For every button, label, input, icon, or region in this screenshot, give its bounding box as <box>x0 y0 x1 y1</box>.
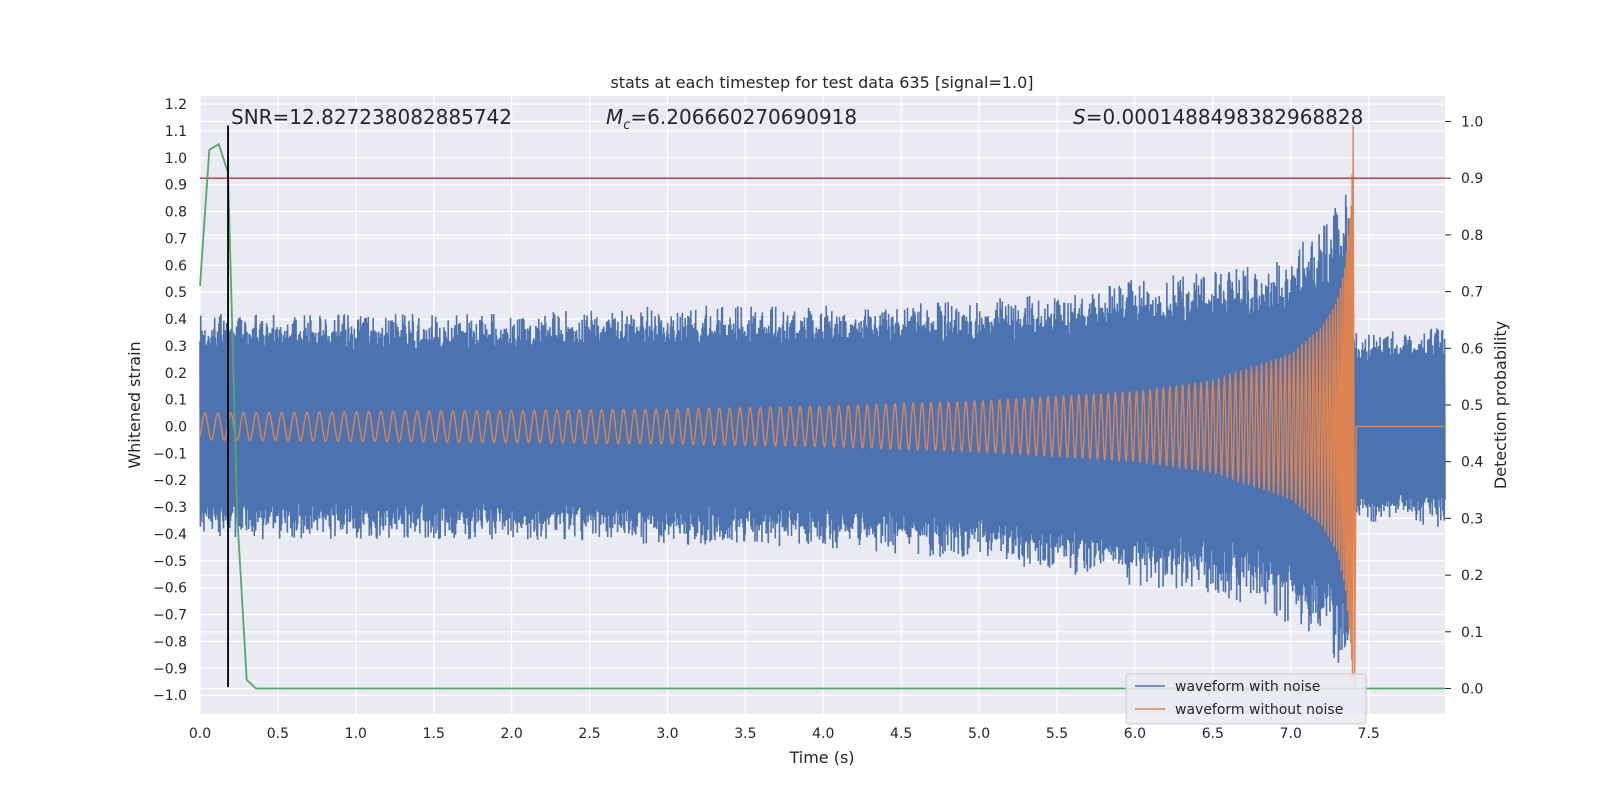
y-tick-label: 0.9 <box>165 178 187 194</box>
x-tick-label: 3.5 <box>734 726 756 742</box>
detection-probability-line <box>199 142 1445 690</box>
y2-tick-label: 0.9 <box>1461 171 1483 187</box>
y-tick-label: −0.5 <box>153 554 187 570</box>
y-tick-label: −0.6 <box>153 581 187 597</box>
y-tick-label: −1.0 <box>153 688 187 704</box>
axis-ticks: 0.0 0.5 1.0 1.5 2.0 2.5 3.0 3.5 4.0 4.5 5.0 5.5 6.0 6… <box>153 97 1483 742</box>
x-tick-label: 0.5 <box>267 726 289 742</box>
y2-tick-label: 0.3 <box>1461 511 1483 527</box>
y-tick-label: −0.9 <box>153 661 187 677</box>
y2-tick-label: 0.6 <box>1461 341 1483 357</box>
chirp-mass-subscript: c <box>623 118 630 133</box>
x-tick-label: 7.0 <box>1280 726 1302 742</box>
y-tick-label: 0.3 <box>165 339 187 355</box>
legend-label-clean: waveform without noise <box>1175 702 1343 718</box>
y-tick-label: −0.1 <box>153 446 187 462</box>
y2-tick-label: 1.0 <box>1461 115 1483 131</box>
y2-tick-label: 0.0 <box>1461 681 1483 697</box>
y-axis-label: Whitened strain <box>125 341 144 468</box>
x-tick-label: 1.5 <box>423 726 445 742</box>
x-tick-label: 1.0 <box>345 726 367 742</box>
waveform-without-noise-line <box>199 125 1445 690</box>
y-tick-label: −0.2 <box>153 473 187 489</box>
y2-tick-label: 0.4 <box>1461 455 1483 471</box>
x-tick-label: 4.0 <box>812 726 834 742</box>
x-tick-label: 2.0 <box>501 726 523 742</box>
snr-annotation: SNR=12.827238082885742 <box>231 105 512 129</box>
x-tick-label: 4.5 <box>890 726 912 742</box>
legend-label-noise: waveform with noise <box>1175 679 1320 695</box>
y-tick-label: 1.0 <box>165 151 187 167</box>
x-tick-label: 5.0 <box>968 726 990 742</box>
x-axis-label: Time (s) <box>788 748 854 767</box>
s-symbol: S <box>1073 105 1086 129</box>
x-tick-label: 0.0 <box>189 726 211 742</box>
y-tick-label: −0.4 <box>153 527 187 543</box>
x-tick-label: 2.5 <box>578 726 600 742</box>
y2-axis-label: Detection probability <box>1491 321 1510 489</box>
y-tick-label: −0.7 <box>153 608 187 624</box>
legend-box <box>1125 673 1367 725</box>
y-tick-label: 1.1 <box>165 124 187 140</box>
x-tick-label: 5.5 <box>1046 726 1068 742</box>
y-tick-label: 0.5 <box>165 285 187 301</box>
y-tick-label: 0.0 <box>165 419 187 435</box>
x-tick-label: 3.0 <box>656 726 678 742</box>
y2-tick-label: 0.1 <box>1461 625 1483 641</box>
y-tick-label: −0.3 <box>153 500 187 516</box>
y-tick-label: 0.8 <box>165 205 187 221</box>
chirp-mass-value: =6.206660270690918 <box>630 105 857 129</box>
chart-title: stats at each timestep for test data 635… <box>610 73 1033 92</box>
y-tick-label: 0.1 <box>165 393 187 409</box>
y2-tick-label: 0.8 <box>1461 228 1483 244</box>
y-tick-label: 1.2 <box>165 97 187 113</box>
s-annotation: S=0.0001488498382968828 <box>1073 105 1363 129</box>
threshold-and-marker <box>199 125 1445 690</box>
y2-tick-label: 0.7 <box>1461 285 1483 301</box>
y-tick-label: 0.7 <box>165 231 187 247</box>
y2-tick-label: 0.2 <box>1461 568 1483 584</box>
y-tick-label: 0.2 <box>165 366 187 382</box>
legend: waveform with noise waveform without noi… <box>1125 673 1367 725</box>
chirp-mass-symbol: M <box>606 105 623 129</box>
x-tick-label: 7.5 <box>1358 726 1380 742</box>
y-tick-label: 0.4 <box>165 312 187 328</box>
y-tick-label: 0.6 <box>165 258 187 274</box>
s-value: =0.0001488498382968828 <box>1086 105 1364 129</box>
chirp-mass-annotation: Mc=6.206660270690918 <box>606 105 857 133</box>
x-tick-label: 6.5 <box>1202 726 1224 742</box>
y-tick-label: −0.8 <box>153 634 187 650</box>
series-waveform-without-noise <box>199 125 1445 690</box>
x-tick-label: 6.0 <box>1124 726 1146 742</box>
y2-tick-label: 0.5 <box>1461 398 1483 414</box>
